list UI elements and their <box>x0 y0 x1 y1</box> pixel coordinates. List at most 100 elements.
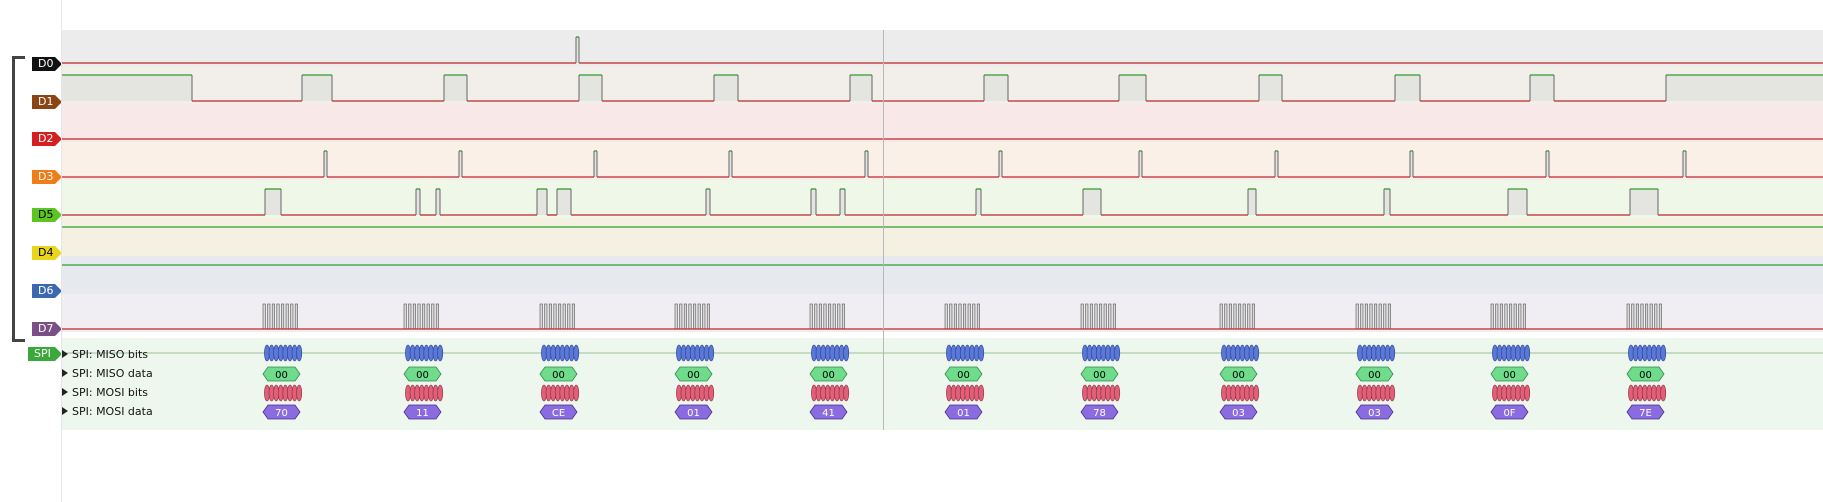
d7-clock-pulse <box>1374 303 1378 330</box>
miso-data-value: 00 <box>822 370 835 381</box>
d7-clock-pulse <box>706 303 710 330</box>
d7-clock-pulse <box>1085 303 1089 330</box>
d7-clock-pulse <box>1242 303 1246 330</box>
d7-clock-pulse <box>271 303 275 330</box>
d7-clock-pulse <box>294 303 298 330</box>
mosi-data-box <box>403 404 442 420</box>
mosi-data-value: 01 <box>687 408 700 419</box>
d7-clock-pulse <box>1654 303 1658 330</box>
channel-tag-d4[interactable]: D4 <box>32 246 62 260</box>
mosi-data-value: 03 <box>1368 408 1381 419</box>
mosi-data-box <box>674 404 713 420</box>
d7-clock-pulse <box>285 303 289 330</box>
time-cursor[interactable] <box>883 30 884 430</box>
mosi-bit-marker <box>708 384 715 402</box>
lane-bg-d5 <box>62 180 1823 218</box>
channel-group-bracket[interactable] <box>12 56 25 342</box>
d7-clock-pulse <box>544 303 548 330</box>
d7-clock-pulse <box>828 303 832 330</box>
decoder-tag-spi[interactable]: SPI <box>28 347 62 361</box>
d7-clock-pulse <box>818 303 822 330</box>
d7-clock-pulse <box>562 303 566 330</box>
channel-tag-d6[interactable]: D6 <box>32 284 62 298</box>
d7-clock-pulse <box>823 303 827 330</box>
miso-data-box <box>674 366 713 382</box>
d7-clock-pulse <box>422 303 426 330</box>
d7-clock-pulse <box>972 303 976 330</box>
d7-clock-pulse <box>1518 303 1522 330</box>
d7-clock-pulse <box>976 303 980 330</box>
miso-data-box <box>1490 366 1529 382</box>
d7-clock-pulse <box>697 303 701 330</box>
d7-clock-pulse <box>1247 303 1251 330</box>
lane-bg-d0 <box>62 30 1823 66</box>
d7-clock-pulse <box>262 303 266 330</box>
decoder-row-miso-data-label: SPI: MISO data <box>72 367 153 380</box>
d7-clock-pulse <box>548 303 552 330</box>
d7-clock-pulse <box>426 303 430 330</box>
channel-tag-d5[interactable]: D5 <box>32 208 62 222</box>
d7-clock-pulse <box>1513 303 1517 330</box>
mosi-data-box <box>944 404 983 420</box>
d7-clock-pulse <box>1112 303 1116 330</box>
d7-clock-pulse <box>1228 303 1232 330</box>
d7-clock-pulse <box>1224 303 1228 330</box>
miso-data-value: 00 <box>1639 370 1652 381</box>
d7-clock-pulse <box>1099 303 1103 330</box>
expand-miso-data-icon[interactable] <box>62 369 68 377</box>
d7-clock-pulse <box>408 303 412 330</box>
channel-tag-d2[interactable]: D2 <box>32 132 62 146</box>
miso-data-value: 00 <box>552 370 565 381</box>
channel-tag-d1[interactable]: D1 <box>32 95 62 109</box>
channel-tag-d0[interactable]: D0 <box>32 57 62 71</box>
d7-clock-pulse <box>1233 303 1237 330</box>
d7-clock-pulse <box>1383 303 1387 330</box>
miso-data-box <box>809 366 848 382</box>
d7-clock-pulse <box>1355 303 1359 330</box>
mosi-data-box <box>1355 404 1394 420</box>
miso-bit-marker <box>1660 344 1667 362</box>
d7-clock-pulse <box>1626 303 1630 330</box>
d7-clock-pulse <box>841 303 845 330</box>
mosi-data-value: 78 <box>1093 408 1106 419</box>
miso-bit-marker <box>708 344 715 362</box>
channel-label-column: D0 D1 D2 D3 D5 D4 D6 D7 SPI <box>0 0 62 502</box>
channel-tag-d3[interactable]: D3 <box>32 170 62 184</box>
mosi-data-box <box>1626 404 1665 420</box>
d7-clock-pulse <box>1640 303 1644 330</box>
miso-bit-marker <box>843 344 850 362</box>
d7-clock-pulse <box>1369 303 1373 330</box>
d7-clock-pulse <box>832 303 836 330</box>
mosi-data-box <box>809 404 848 420</box>
d7-clock-pulse <box>1360 303 1364 330</box>
miso-bit-marker <box>978 344 985 362</box>
expand-mosi-bits-icon[interactable] <box>62 388 68 396</box>
miso-data-value: 00 <box>275 370 288 381</box>
miso-data-value: 00 <box>416 370 429 381</box>
mosi-data-value: CE <box>552 408 565 419</box>
mosi-data-box <box>1219 404 1258 420</box>
d7-clock-pulse <box>276 303 280 330</box>
expand-miso-bits-icon[interactable] <box>62 350 68 358</box>
mosi-data-value: 70 <box>275 408 288 419</box>
d7-clock-pulse <box>1219 303 1223 330</box>
d7-clock-pulse <box>1490 303 1494 330</box>
miso-data-box <box>1626 366 1665 382</box>
mosi-bit-marker <box>1660 384 1667 402</box>
d7-clock-pulse <box>403 303 407 330</box>
d7-clock-pulse <box>1378 303 1382 330</box>
mosi-data-box <box>262 404 301 420</box>
channel-tag-d7[interactable]: D7 <box>32 322 62 336</box>
d7-clock-pulse <box>688 303 692 330</box>
mosi-data-box <box>1490 404 1529 420</box>
d7-clock-pulse <box>967 303 971 330</box>
d7-clock-pulse <box>567 303 571 330</box>
miso-data-value: 00 <box>1093 370 1106 381</box>
d7-clock-pulse <box>949 303 953 330</box>
d7-clock-pulse <box>1251 303 1255 330</box>
expand-mosi-data-icon[interactable] <box>62 407 68 415</box>
lane-bg-d3 <box>62 142 1823 180</box>
d7-clock-pulse <box>1108 303 1112 330</box>
